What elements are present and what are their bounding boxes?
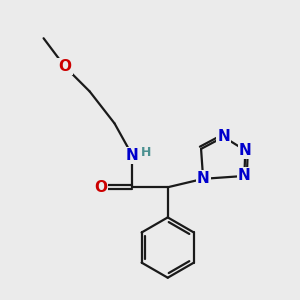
Text: N: N — [126, 148, 139, 163]
Text: N: N — [197, 171, 209, 186]
Text: N: N — [238, 169, 251, 184]
Text: O: O — [94, 180, 107, 195]
Text: N: N — [217, 129, 230, 144]
Text: N: N — [239, 143, 252, 158]
Text: H: H — [141, 146, 151, 159]
Text: O: O — [58, 59, 71, 74]
